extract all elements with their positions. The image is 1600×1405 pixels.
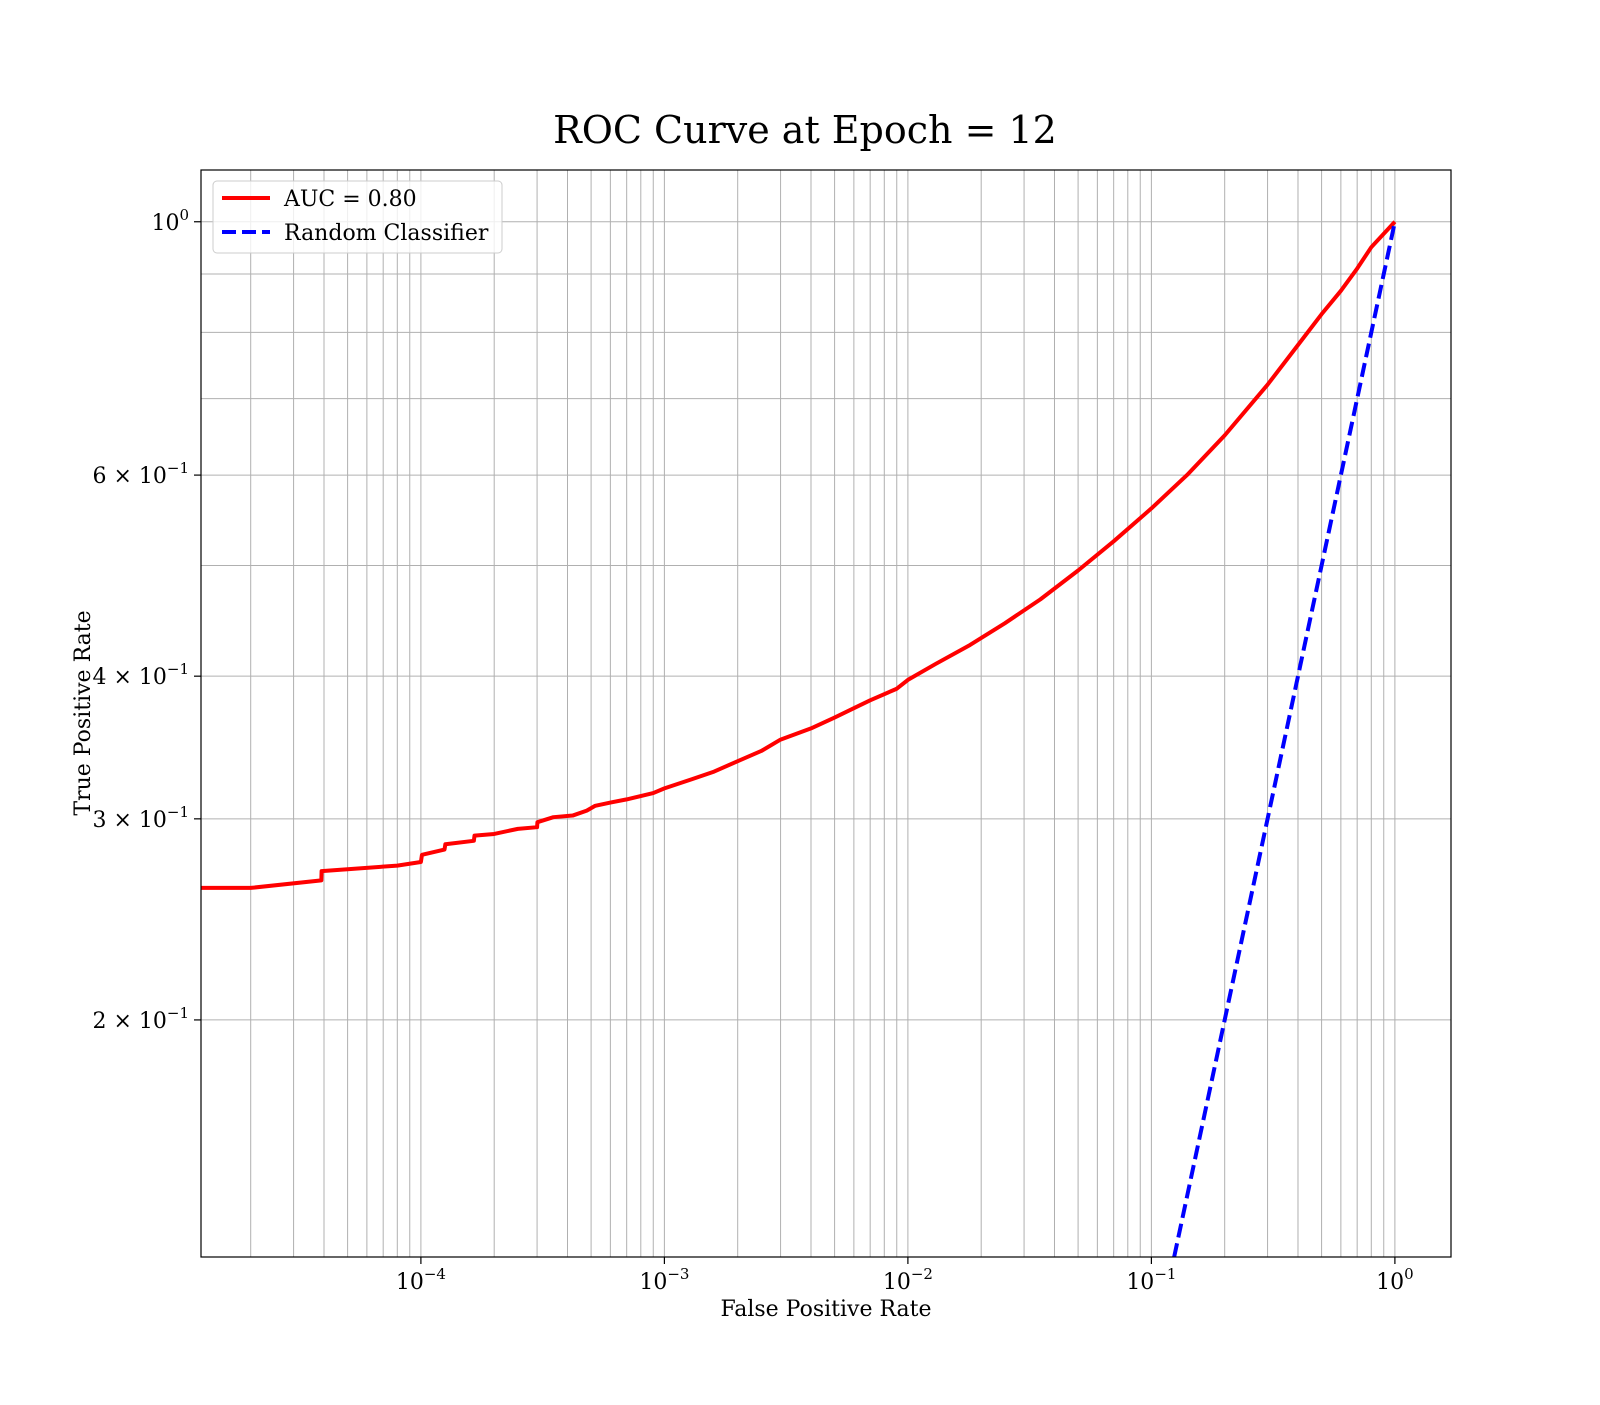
y-tick-label: 3 × 10−1: [92, 803, 189, 833]
x-tick-label: 10−1: [1126, 1265, 1176, 1295]
x-tick-label: 10−3: [639, 1265, 689, 1295]
x-tick-label: 10−4: [396, 1265, 446, 1295]
series-layer: [201, 220, 1397, 1257]
grid: [201, 170, 1451, 1257]
plot-frame: [200, 169, 1452, 1258]
legend-label-auc: AUC = 0.80: [283, 187, 417, 212]
series-line-random-classifier: [1172, 221, 1397, 1257]
y-tick-label: 100: [151, 206, 189, 236]
ticks: 10−4 10−3 10−2 10−1 100 2 × 10−1 3 × 10−1 4 × 1…: [92, 206, 1413, 1295]
legend-box: [212, 180, 503, 254]
chart-title: ROC Curve at Epoch = 12: [553, 108, 1057, 152]
legend: AUC = 0.80 Random Classifier: [212, 180, 503, 254]
series-line-auc: [201, 220, 1397, 890]
y-tick-label: 2 × 10−1: [92, 1004, 189, 1034]
legend-label-random: Random Classifier: [284, 221, 489, 246]
x-axis-label: False Positive Rate: [720, 1297, 931, 1322]
y-tick-label: 6 × 10−1: [92, 459, 189, 489]
x-tick-label: 10−2: [883, 1265, 933, 1295]
x-tick-label: 100: [1376, 1265, 1414, 1295]
y-axis-label: True Positive Rate: [71, 610, 96, 815]
y-tick-label: 4 × 10−1: [92, 660, 189, 690]
